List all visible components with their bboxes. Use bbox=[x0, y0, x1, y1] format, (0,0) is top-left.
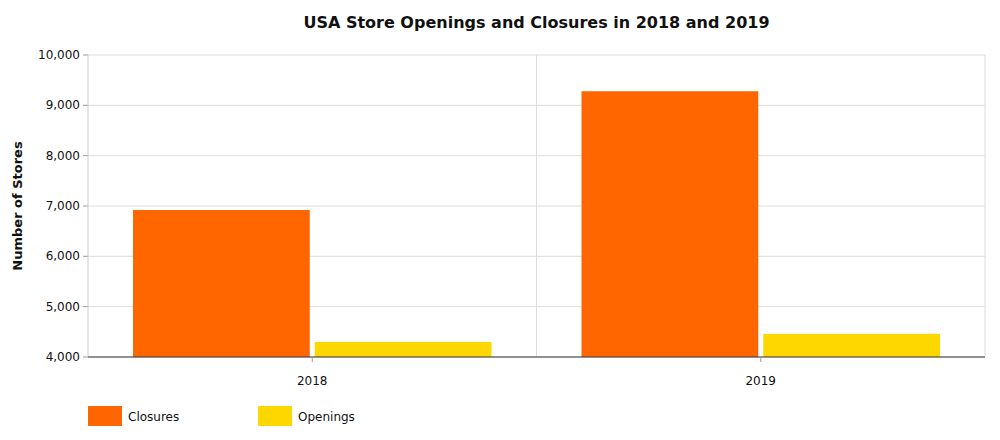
bar bbox=[763, 334, 940, 357]
title: USA Store Openings and Closures in 2018 … bbox=[303, 13, 769, 32]
category-separator bbox=[536, 55, 537, 357]
y-tick-label: 6,000 bbox=[46, 249, 80, 263]
y-axis-line bbox=[88, 55, 89, 357]
y-tick bbox=[83, 55, 88, 56]
chart-container: USA Store Openings and Closures in 2018 … bbox=[0, 0, 1000, 440]
x-axis-line bbox=[88, 357, 985, 358]
y-tick bbox=[83, 357, 88, 358]
y-tick-label: 8,000 bbox=[46, 149, 80, 163]
grid-line bbox=[88, 357, 985, 358]
y-axis-label: Number of Stores bbox=[10, 141, 25, 271]
y-tick bbox=[83, 256, 88, 257]
legend-swatch bbox=[258, 406, 292, 426]
y-tick-label: 4,000 bbox=[46, 350, 80, 364]
y-tick bbox=[83, 105, 88, 106]
legend-label: Closures bbox=[128, 410, 179, 424]
y-tick-label: 7,000 bbox=[46, 199, 80, 213]
y-tick-label: 5,000 bbox=[46, 300, 80, 314]
category-separator bbox=[985, 55, 986, 357]
x-tick-label: 2019 bbox=[745, 374, 776, 388]
bar bbox=[315, 342, 492, 357]
bar bbox=[582, 91, 759, 357]
y-tick-label: 10,000 bbox=[38, 48, 80, 62]
x-tick bbox=[312, 357, 313, 362]
legend-label: Openings bbox=[298, 410, 355, 424]
x-tick-label: 2018 bbox=[297, 374, 328, 388]
y-tick bbox=[83, 155, 88, 156]
y-tick bbox=[83, 206, 88, 207]
bars bbox=[133, 91, 940, 357]
y-tick-label: 9,000 bbox=[46, 98, 80, 112]
legend-swatch bbox=[88, 406, 122, 426]
x-tick bbox=[760, 357, 761, 362]
bar bbox=[133, 210, 310, 357]
chart-svg: USA Store Openings and Closures in 2018 … bbox=[0, 0, 1000, 440]
y-tick bbox=[83, 306, 88, 307]
